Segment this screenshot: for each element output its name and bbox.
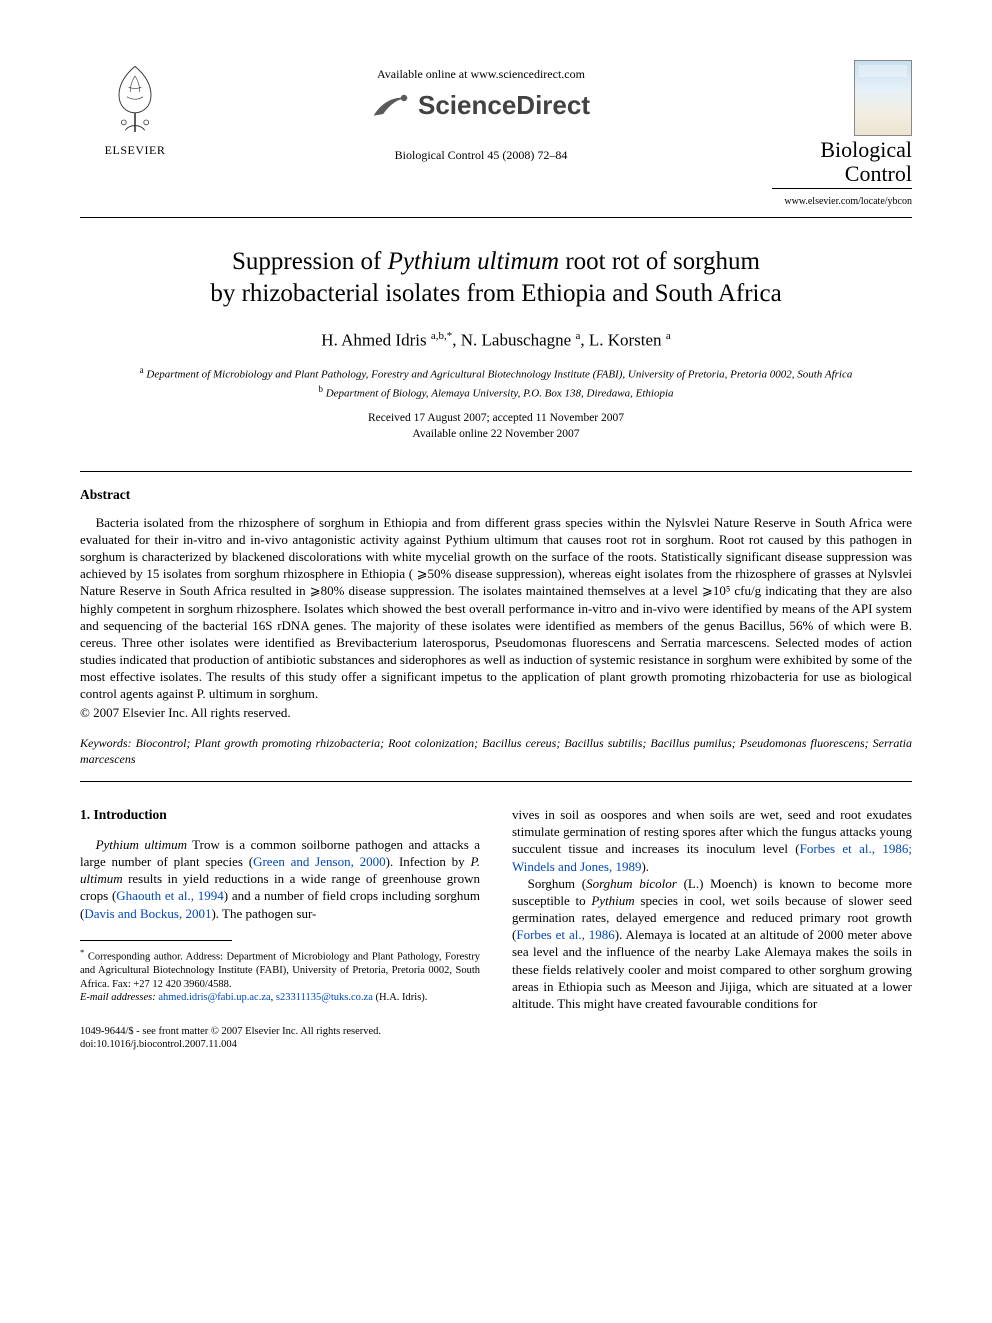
available-online-date: Available online 22 November 2007 (412, 428, 579, 440)
right-column: vives in soil as oospores and when soils… (512, 806, 912, 1052)
p1-text-c: ). Infection by (386, 854, 471, 869)
email-tail: (H.A. Idris). (373, 992, 428, 1003)
sciencedirect-swoosh-icon (372, 90, 412, 122)
front-matter-line: 1049-9644/$ - see front matter © 2007 El… (80, 1025, 480, 1039)
sciencedirect-logo: ScienceDirect (372, 88, 590, 123)
p3-ref1[interactable]: Forbes et al., 1986 (516, 927, 614, 942)
received-accepted-date: Received 17 August 2007; accepted 11 Nov… (368, 412, 624, 424)
authors-line: H. Ahmed Idris a,b,*, N. Labuschagne a, … (80, 329, 912, 353)
elsevier-tree-icon (95, 60, 175, 140)
journal-title: Biological Control (772, 138, 912, 186)
p1-ref3[interactable]: Davis and Bockus, 2001 (84, 906, 211, 921)
journal-header: ELSEVIER Available online at www.science… (80, 60, 912, 209)
left-column: 1. Introduction Pythium ultimum Trow is … (80, 806, 480, 1052)
p3-genus: Pythium (591, 893, 634, 908)
affiliations: a Department of Microbiology and Plant P… (80, 364, 912, 401)
corr-text: Corresponding author. Address: Departmen… (80, 951, 480, 989)
body-columns: 1. Introduction Pythium ultimum Trow is … (80, 806, 912, 1052)
email-2[interactable]: s23311135@tuks.co.za (276, 992, 373, 1003)
publisher-block: ELSEVIER (80, 60, 190, 158)
journal-title-box: Biological Control (772, 60, 912, 189)
keywords-block: Keywords: Biocontrol; Plant growth promo… (80, 736, 912, 767)
intro-para-1-cont: vives in soil as oospores and when soils… (512, 806, 912, 875)
author-3-affil: a (666, 330, 671, 342)
affil-a: Department of Microbiology and Plant Pat… (144, 369, 853, 381)
article-dates: Received 17 August 2007; accepted 11 Nov… (80, 411, 912, 442)
p2-text-b: ). (641, 859, 649, 874)
keywords-label: Keywords: (80, 736, 132, 750)
p3-species: Sorghum bicolor (586, 876, 677, 891)
p1-species: Pythium ultimum (96, 837, 187, 852)
sciencedirect-text: ScienceDirect (418, 88, 590, 123)
journal-reference: Biological Control 45 (2008) 72–84 (190, 147, 772, 163)
article-title: Suppression of Pythium ultimum root rot … (80, 246, 912, 311)
doi-line: doi:10.1016/j.biocontrol.2007.11.004 (80, 1038, 480, 1052)
email-1[interactable]: ahmed.idris@fabi.up.ac.za (158, 992, 270, 1003)
elsevier-label: ELSEVIER (105, 142, 166, 158)
header-rule (80, 217, 912, 218)
keywords-text: Biocontrol; Plant growth promoting rhizo… (80, 736, 912, 766)
abstract-paragraph: Bacteria isolated from the rhizosphere o… (80, 514, 912, 703)
header-center: Available online at www.sciencedirect.co… (190, 60, 772, 163)
p1-text-g: ). The pathogen sur- (211, 906, 316, 921)
header-right: Biological Control www.elsevier.com/loca… (772, 60, 912, 209)
pre-abstract-rule (80, 471, 912, 472)
author-2: , N. Labuschagne (452, 331, 575, 350)
title-species: Pythium ultimum (388, 248, 560, 275)
author-1: H. Ahmed Idris (321, 331, 431, 350)
footnote-rule (80, 940, 232, 941)
affil-b: Department of Biology, Alemaya Universit… (323, 388, 674, 400)
title-part1: Suppression of (232, 248, 388, 275)
email-footnote: E-mail addresses: ahmed.idris@fabi.up.ac… (80, 991, 480, 1005)
p1-ref2[interactable]: Ghaouth et al., 1994 (116, 888, 223, 903)
abstract-body: Bacteria isolated from the rhizosphere o… (80, 514, 912, 703)
abstract-copyright: © 2007 Elsevier Inc. All rights reserved… (80, 704, 912, 722)
p1-ref1[interactable]: Green and Jenson, 2000 (253, 854, 386, 869)
title-part1b: root rot of sorghum (559, 248, 760, 275)
journal-title-line2: Control (845, 161, 912, 186)
email-label: E-mail addresses: (80, 992, 156, 1003)
intro-para-1: Pythium ultimum Trow is a common soilbor… (80, 836, 480, 922)
intro-para-2: Sorghum (Sorghum bicolor (L.) Moench) is… (512, 875, 912, 1012)
title-part2: by rhizobacterial isolates from Ethiopia… (210, 280, 781, 307)
available-online-text: Available online at www.sciencedirect.co… (190, 66, 772, 82)
journal-url: www.elsevier.com/locate/ybcon (772, 195, 912, 209)
post-abstract-rule (80, 781, 912, 782)
section-1-heading: 1. Introduction (80, 806, 480, 824)
author-3: , L. Korsten (580, 331, 665, 350)
author-1-affil: a,b,* (431, 330, 452, 342)
journal-cover-thumbnail (854, 60, 912, 136)
corresponding-author-footnote: * Corresponding author. Address: Departm… (80, 947, 480, 991)
p3-text-a: Sorghum ( (528, 876, 587, 891)
abstract-heading: Abstract (80, 486, 912, 504)
journal-title-line1: Biological (820, 137, 912, 162)
